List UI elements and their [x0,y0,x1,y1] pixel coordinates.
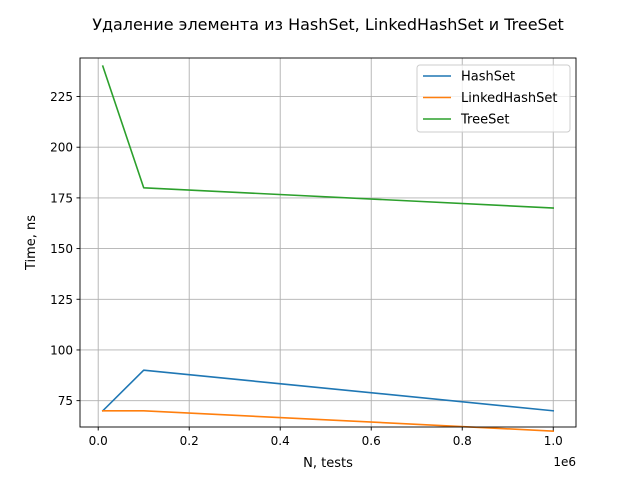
x-tick-label: 0.6 [362,434,381,448]
y-tick-label: 200 [50,141,73,155]
y-axis: 75 100 125 150 175 200 225 [50,90,80,408]
legend-label: LinkedHashSet [461,91,558,106]
x-tick-label: 1.0 [544,434,563,448]
y-tick-label: 175 [50,191,73,205]
legend-label: HashSet [461,70,515,85]
legend: HashSet LinkedHashSet TreeSet [416,64,571,133]
x-axis-label: N, tests [303,456,353,471]
series-line-hashset [101,369,555,412]
series-layer [101,65,555,432]
plot-frame [79,57,577,428]
series-line-treeset [101,65,555,209]
y-tick-label: 150 [50,242,73,256]
legend-label: TreeSet [460,113,509,128]
chart-title: Удаление элемента из HashSet, LinkedHash… [92,15,564,34]
grid [80,58,576,427]
y-tick-label: 100 [50,343,73,357]
x-tick-label: 0.8 [453,434,472,448]
x-axis: 0.0 0.2 0.4 0.6 0.8 1.0 [89,427,563,448]
x-tick-label: 0.4 [271,434,290,448]
y-tick-label: 75 [58,394,73,408]
y-tick-label: 225 [50,90,73,104]
x-offset-label: 1e6 [553,455,576,469]
y-axis-label: Time, ns [24,215,39,271]
x-tick-label: 0.2 [180,434,199,448]
x-tick-label: 0.0 [89,434,108,448]
y-tick-label: 125 [50,293,73,307]
series-line-linkedhashset [102,409,555,432]
legend-box [416,64,571,133]
